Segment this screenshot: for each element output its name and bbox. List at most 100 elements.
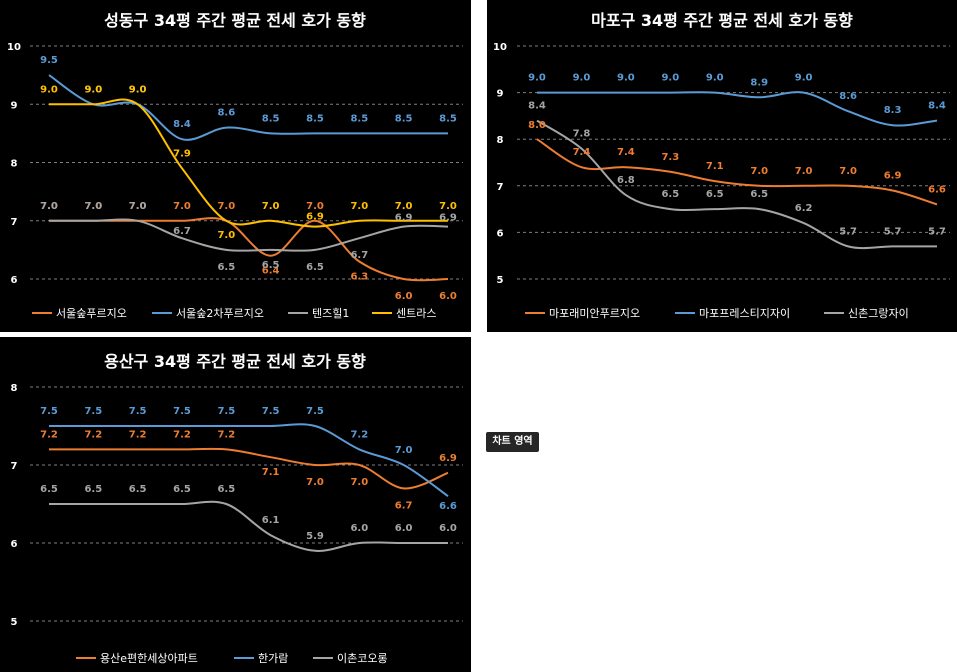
chart-seongdong: 성동구 34평 주간 평균 전세 호가 동향 6 7 8 9 10 7.0 7.0 7.0 7.0… (7, 11, 463, 320)
y-tick-label: 6 (11, 275, 18, 286)
y-tick-label: 10 (7, 42, 21, 53)
y-tick-label: 7 (497, 182, 504, 193)
data-label: 8.4 (928, 101, 946, 112)
data-label: 6.3 (350, 272, 368, 283)
data-label: 6.7 (395, 500, 413, 511)
data-label: 7.3 (661, 152, 679, 163)
chart-panel-seongdong: 성동구 34평 주간 평균 전세 호가 동향 6 7 8 9 10 7.0 7.0 7.0 7.0… (0, 0, 471, 332)
data-label: 6.7 (350, 250, 368, 261)
series-line (49, 423, 449, 498)
data-label: 7.0 (84, 201, 102, 212)
data-label: 6.5 (217, 262, 235, 273)
data-label: 9.0 (661, 73, 679, 84)
y-tick-label: 6 (497, 228, 504, 239)
y-tick-label: 8 (497, 135, 504, 146)
data-label: 9.0 (706, 73, 724, 84)
data-label: 9.0 (129, 84, 147, 95)
data-label: 5.7 (928, 226, 946, 237)
data-label: 6.5 (40, 484, 58, 495)
data-label: 9.0 (84, 84, 102, 95)
chart-panel-yongsan: 용산구 34평 주간 평균 전세 호가 동향 5 6 7 8 7.2 7.2 7.2 7.2 7.… (0, 337, 471, 672)
data-label: 6.9 (439, 213, 457, 224)
data-label: 7.0 (395, 201, 413, 212)
data-label: 8.5 (395, 113, 413, 124)
series-line (49, 217, 449, 282)
data-label: 7.2 (40, 429, 58, 440)
chart-area-tooltip: 차트 영역 (486, 432, 539, 452)
data-label: 7.0 (439, 201, 457, 212)
data-label: 6.5 (750, 189, 768, 200)
data-label: 7.0 (173, 201, 191, 212)
series-line (536, 119, 937, 250)
data-label: 8.4 (173, 119, 191, 130)
y-tick-label: 10 (493, 42, 507, 53)
data-label: 7.1 (262, 467, 280, 478)
data-label: 6.9 (395, 213, 413, 224)
data-label: 7.5 (306, 406, 324, 417)
data-label: 6.5 (173, 484, 191, 495)
data-label: 6.2 (795, 203, 813, 214)
data-label: 7.0 (129, 201, 147, 212)
legend-label: 한가람 (258, 652, 288, 665)
data-label: 6.6 (928, 184, 946, 195)
data-label: 8.5 (439, 113, 457, 124)
y-tick-label: 8 (11, 159, 18, 170)
data-label: 6.1 (262, 515, 280, 526)
data-label: 9.0 (84, 84, 102, 95)
data-label: 6.5 (661, 189, 679, 200)
legend-label: 텐즈힐1 (312, 307, 349, 320)
data-label: 7.2 (350, 429, 368, 440)
data-label: 9.0 (795, 73, 813, 84)
data-label: 7.8 (573, 129, 591, 140)
legend-label: 센트라스 (396, 307, 436, 320)
chart-title: 마포구 34평 주간 평균 전세 호가 동향 (591, 11, 853, 30)
data-label: 6.5 (129, 484, 147, 495)
data-label: 7.5 (84, 406, 102, 417)
data-label: 7.0 (306, 201, 324, 212)
data-label: 9.0 (617, 73, 635, 84)
series-line (536, 138, 938, 206)
data-label: 7.0 (750, 166, 768, 177)
chart-panel-mapo: 마포구 34평 주간 평균 전세 호가 동향 5 6 7 8 9 10 8.0 7.4 7.4 7.… (487, 0, 957, 332)
data-label: 7.4 (573, 147, 591, 158)
y-tick-label: 5 (497, 275, 504, 286)
series-line (48, 74, 448, 141)
data-label: 8.3 (884, 105, 902, 116)
data-label: 7.0 (40, 201, 58, 212)
data-label: 8.9 (750, 77, 768, 88)
data-label: 7.0 (395, 445, 413, 456)
legend-label: 이촌코오롱 (337, 652, 388, 665)
data-label: 8.0 (528, 120, 546, 131)
data-label: 7.9 (173, 148, 191, 159)
legend-label: 서울숲2차푸르지오 (176, 307, 264, 320)
data-label: 6.5 (262, 260, 280, 271)
legend-label: 신촌그랑자이 (848, 307, 909, 320)
data-label: 9.0 (40, 84, 58, 95)
series-line (537, 91, 938, 127)
data-label: 9.0 (573, 73, 591, 84)
data-label: 7.5 (129, 406, 147, 417)
data-label: 6.9 (439, 453, 457, 464)
data-label: 7.5 (173, 406, 191, 417)
data-label: 8.6 (217, 108, 235, 119)
data-label: 9.5 (40, 55, 58, 66)
data-label: 6.0 (350, 523, 368, 534)
data-label: 7.0 (350, 201, 368, 212)
data-label: 6.4 (262, 266, 280, 277)
data-label: 8.5 (350, 113, 368, 124)
data-label: 7.0 (217, 201, 235, 212)
data-label: 7.0 (40, 201, 58, 212)
data-label: 7.0 (306, 477, 324, 488)
data-label: 7.5 (262, 406, 280, 417)
data-label: 5.7 (839, 226, 857, 237)
series-line (49, 500, 448, 552)
data-label: 6.0 (395, 523, 413, 534)
data-label: 7.2 (84, 429, 102, 440)
data-label: 7.5 (40, 406, 58, 417)
data-label: 7.5 (217, 406, 235, 417)
data-label: 8.4 (528, 101, 546, 112)
data-label: 7.0 (795, 166, 813, 177)
chart-title: 용산구 34평 주간 평균 전세 호가 동향 (104, 352, 366, 371)
data-label: 8.5 (306, 113, 324, 124)
data-label: 6.9 (884, 170, 902, 181)
